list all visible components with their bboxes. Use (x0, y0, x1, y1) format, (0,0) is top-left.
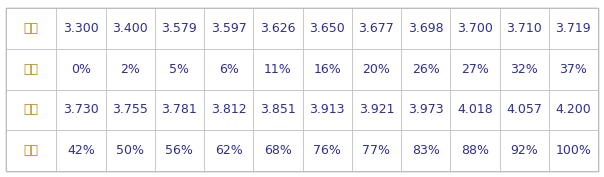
Bar (500, 90, 549, 130)
Text: 3.400: 3.400 (112, 22, 148, 35)
Bar (106, 90, 155, 130)
Text: 68%: 68% (264, 144, 292, 157)
Bar (450, 130, 500, 171)
Text: 电量: 电量 (24, 63, 39, 76)
Text: 20%: 20% (362, 63, 390, 76)
Bar (253, 130, 303, 171)
Text: 62%: 62% (215, 144, 243, 157)
Bar (450, 49, 500, 90)
Bar (549, 49, 598, 90)
Text: 4.057: 4.057 (506, 103, 542, 116)
Bar (204, 90, 253, 130)
Bar (6, 130, 56, 171)
Text: 76%: 76% (313, 144, 341, 157)
Bar (204, 130, 253, 171)
Bar (450, 90, 500, 130)
Text: 3.973: 3.973 (408, 103, 443, 116)
Bar (106, 8, 155, 49)
Text: 56%: 56% (165, 144, 193, 157)
Text: 26%: 26% (412, 63, 440, 76)
Bar (401, 8, 450, 49)
Bar (56, 49, 106, 90)
Text: 32%: 32% (510, 63, 538, 76)
Text: 27%: 27% (461, 63, 489, 76)
Bar (6, 8, 56, 49)
Bar (155, 49, 204, 90)
Bar (106, 130, 155, 171)
Text: 16%: 16% (313, 63, 341, 76)
Text: 42%: 42% (67, 144, 95, 157)
Text: 77%: 77% (362, 144, 390, 157)
Bar (352, 130, 401, 171)
Bar (155, 130, 204, 171)
Bar (204, 8, 253, 49)
Text: 4.018: 4.018 (457, 103, 493, 116)
Bar (56, 130, 106, 171)
Bar (6, 49, 56, 90)
Text: 3.719: 3.719 (556, 22, 591, 35)
Text: 37%: 37% (559, 63, 587, 76)
Text: 4.200: 4.200 (556, 103, 591, 116)
Bar (352, 8, 401, 49)
Text: 5%: 5% (170, 63, 190, 76)
Bar (352, 49, 401, 90)
Bar (500, 49, 549, 90)
Bar (56, 8, 106, 49)
Text: 3.755: 3.755 (112, 103, 148, 116)
Bar (500, 8, 549, 49)
Text: 3.579: 3.579 (161, 22, 198, 35)
Text: 3.700: 3.700 (457, 22, 493, 35)
Text: 3.730: 3.730 (63, 103, 99, 116)
Text: 6%: 6% (219, 63, 239, 76)
Text: 92%: 92% (510, 144, 538, 157)
Bar (401, 130, 450, 171)
Bar (106, 49, 155, 90)
Text: 3.677: 3.677 (359, 22, 394, 35)
Bar (401, 90, 450, 130)
Text: 3.921: 3.921 (359, 103, 394, 116)
Bar (6, 90, 56, 130)
Text: 11%: 11% (264, 63, 292, 76)
Text: 3.913: 3.913 (309, 103, 345, 116)
Bar (155, 90, 204, 130)
Text: 50%: 50% (116, 144, 144, 157)
Bar (549, 8, 598, 49)
Bar (56, 90, 106, 130)
Text: 3.626: 3.626 (260, 22, 296, 35)
Bar (303, 130, 352, 171)
Text: 3.812: 3.812 (211, 103, 246, 116)
Bar (253, 49, 303, 90)
Bar (155, 8, 204, 49)
Text: 3.698: 3.698 (408, 22, 443, 35)
Text: 电量: 电量 (24, 144, 39, 157)
Bar (303, 49, 352, 90)
Bar (204, 49, 253, 90)
Text: 3.597: 3.597 (211, 22, 246, 35)
Bar (253, 8, 303, 49)
Bar (352, 90, 401, 130)
Bar (549, 90, 598, 130)
Bar (500, 130, 549, 171)
Text: 3.300: 3.300 (63, 22, 99, 35)
Text: 电压: 电压 (24, 22, 39, 35)
Text: 3.650: 3.650 (309, 22, 345, 35)
Bar (401, 49, 450, 90)
Text: 电压: 电压 (24, 103, 39, 116)
Text: 3.781: 3.781 (161, 103, 198, 116)
Text: 100%: 100% (556, 144, 591, 157)
Bar (450, 8, 500, 49)
Bar (549, 130, 598, 171)
Bar (253, 90, 303, 130)
Bar (303, 8, 352, 49)
Text: 0%: 0% (71, 63, 91, 76)
Text: 3.851: 3.851 (260, 103, 296, 116)
Text: 2%: 2% (120, 63, 140, 76)
Text: 3.710: 3.710 (506, 22, 542, 35)
Bar (303, 90, 352, 130)
Text: 83%: 83% (412, 144, 440, 157)
Text: 88%: 88% (461, 144, 489, 157)
